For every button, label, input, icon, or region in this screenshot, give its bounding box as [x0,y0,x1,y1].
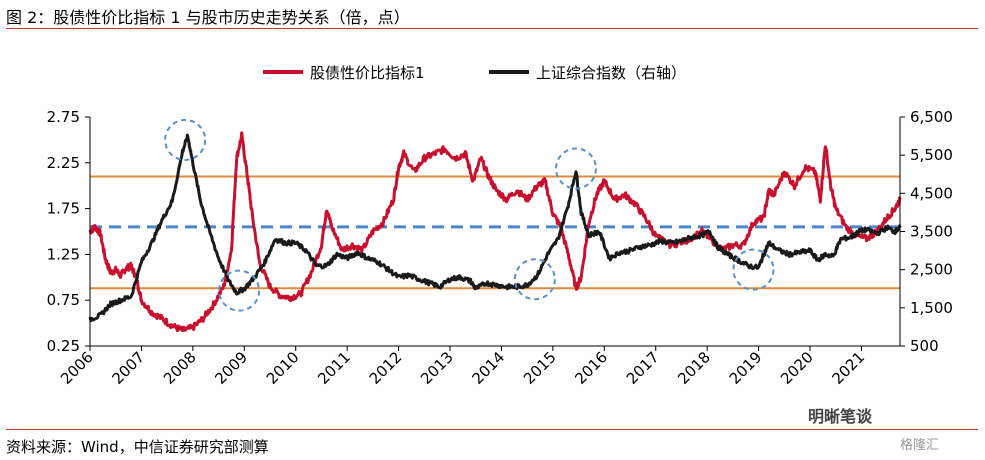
annotations-layer [164,118,775,312]
watermark-sub: 格隆汇 [900,438,940,453]
y-right-tick-label: 6,500 [910,108,953,126]
x-tick-label: 2020 [777,348,817,388]
x-tick-labels: 2006 2007 2008 2009 2010 2011 2012 2013 2014 2015… [57,346,868,388]
series-layer [88,131,902,333]
x-tick-label: 2016 [571,348,611,388]
watermark: 明晰笔谈 [808,407,873,426]
y-left-tick-label: 0.25 [47,337,80,355]
annotation-circle-2 [513,258,556,301]
source-note: 资料来源：Wind，中信证券研究部测算 [6,438,269,456]
x-tick-label: 2013 [417,348,457,388]
y-left-tick-label: 2.25 [47,154,80,172]
y-right-tick-label: 5,500 [910,146,953,164]
y-right-tick-label: 4,500 [910,184,953,202]
x-tick-label: 2008 [160,348,200,388]
x-tick-label: 2021 [829,348,869,388]
y-right-tick-label: 3,500 [910,223,953,241]
x-tick-label: 2019 [726,348,766,388]
y-left-tick-label: 2.75 [47,108,80,126]
annotation-circle-3 [555,147,597,190]
legend-label-black: 上证综合指数（右轴） [536,64,686,82]
figure-title: 图 2：股债性价比指标 1 与股市历史走势关系（倍，点） [6,8,410,27]
x-tick-label: 2015 [520,348,560,388]
x-tick-label: 2012 [366,348,406,388]
legend-label-red: 股债性价比指标1 [310,64,425,82]
x-tick-label: 2011 [314,348,354,388]
series-line-0 [88,131,902,333]
x-tick-label: 2010 [263,348,303,388]
x-tick-label: 2007 [109,348,149,388]
y-right-tick-label: 1,500 [910,299,953,317]
source-divider [6,429,978,430]
annotation-circle-1 [218,269,261,312]
reference-lines [90,175,900,290]
axes [89,117,901,347]
annotation-circle-0 [164,118,207,161]
x-tick-label: 2018 [674,348,714,388]
legend: 股债性价比指标1 上证综合指数（右轴） [263,64,686,82]
y-left-tick-label: 1.25 [47,245,80,263]
y-left-tick-label: 1.75 [47,200,80,218]
title-divider [6,28,978,29]
x-tick-label: 2009 [211,348,251,388]
y-right-tick-labels: 500 1,500 2,500 3,500 4,500 5,500 6,500 [900,108,953,355]
x-tick-label: 2017 [623,348,663,388]
series-line-1 [88,133,902,322]
y-right-tick-label: 500 [910,337,939,355]
y-left-tick-label: 0.75 [47,291,80,309]
y-right-tick-label: 2,500 [910,261,953,279]
annotation-circle-4 [732,248,775,291]
y-left-tick-labels: 0.25 0.75 1.25 1.75 2.25 2.75 [47,108,90,355]
x-tick-label: 2014 [469,348,509,388]
